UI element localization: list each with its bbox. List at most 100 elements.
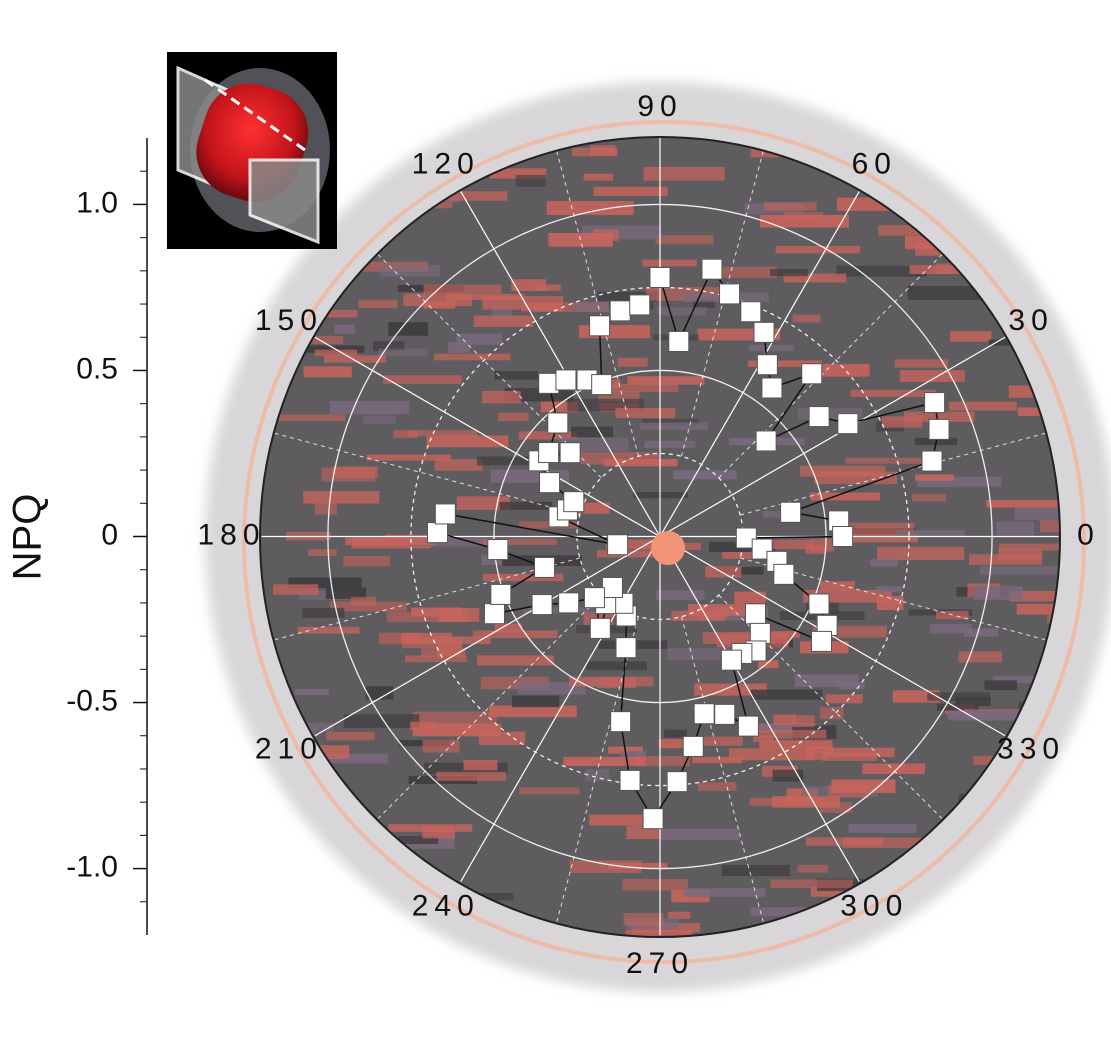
texture-patch [794,674,860,687]
texture-patch [321,753,388,764]
texture-patch [697,782,737,791]
texture-patch [499,501,553,510]
texture-patch [332,466,378,478]
texture-patch [915,474,955,481]
angular-grid-line [659,535,1006,737]
texture-patch [489,168,547,179]
texture-patch [380,265,440,277]
texture-patch [325,587,367,599]
texture-patch [936,703,979,711]
texture-patch [641,419,699,426]
data-point [928,418,950,440]
texture-patch [585,769,610,781]
texture-patch [705,566,742,578]
texture-patch [658,828,740,841]
y-tick-label: -1.0 [66,851,118,884]
texture-patch [446,293,525,301]
texture-patch [996,842,1058,851]
texture-patch [407,430,478,437]
angle-tick-label: 270 [626,947,694,980]
texture-patch [996,521,1035,536]
texture-patch [517,681,586,695]
texture-patch [825,694,863,704]
texture-patch [277,865,307,879]
data-point [701,258,723,280]
data-point [714,703,736,725]
texture-patch [1046,778,1060,793]
texture-patch [497,412,529,422]
texture-patch [958,651,1002,663]
texture-patch [1023,913,1060,924]
texture-patch [329,401,410,415]
texture-patch [878,225,926,236]
texture-patch [620,751,647,759]
texture-patch [836,265,927,277]
texture-patch [393,430,418,439]
inset-cut-line [204,78,306,152]
data-point [808,593,830,615]
texture-patch [334,324,355,334]
center-dot [651,531,685,565]
texture-patch [1032,165,1060,173]
texture-patch [783,273,847,283]
texture-patch [842,837,929,849]
texture-patch [757,660,779,669]
texture-patch [494,623,523,633]
texture-patch [773,714,797,725]
polar-frame [259,136,1061,938]
angle-tick-label: 210 [255,733,323,766]
texture-patch [264,806,293,819]
angular-grid-line [314,535,661,737]
texture-patch [436,771,507,781]
texture-patch [456,333,502,345]
data-point [490,583,512,605]
texture-patch [627,376,705,385]
texture-patch [421,648,466,657]
texture-patch [268,843,318,854]
texture-patch [300,868,333,877]
texture-patch [350,596,377,606]
texture-patch [969,554,1042,565]
data-point [735,527,757,549]
texture-patch [694,683,767,696]
texture-patch [772,769,804,782]
texture-patch [750,689,823,700]
texture-patch [716,266,777,278]
texture-patch [563,756,646,767]
data-point [921,450,943,472]
data-point [837,413,859,435]
y-tick-label: -0.5 [66,684,118,717]
texture-patch [1042,192,1060,203]
texture-patch [546,201,634,215]
texture-patch [434,353,511,361]
texture-patch [1016,603,1060,615]
data-point [649,266,671,288]
texture-patch [438,607,480,622]
data-point [719,283,741,305]
texture-patch [643,166,725,181]
texture-patch [1021,195,1060,209]
texture-patch [482,573,564,582]
texture-patch [690,736,743,746]
texture-patch [748,344,795,352]
texture-patch [820,581,855,591]
texture-patch [894,359,949,368]
angle-tick-label: 180 [197,518,265,551]
texture-patch [518,431,578,440]
texture-patch [770,268,808,277]
texture-patch [986,500,1060,508]
texture-patch [345,537,435,546]
texture-patch [1009,590,1060,602]
texture-patch [722,551,778,559]
texture-patch [990,911,1060,921]
data-point [749,622,771,644]
data-point [737,715,759,737]
texture-patch [430,191,508,201]
data-point [756,354,778,376]
texture-patch [590,145,616,156]
texture-patch [358,299,398,309]
texture-patch [574,301,627,313]
texture-patch [298,345,365,353]
texture-patch [693,299,716,308]
texture-patch [763,510,787,518]
